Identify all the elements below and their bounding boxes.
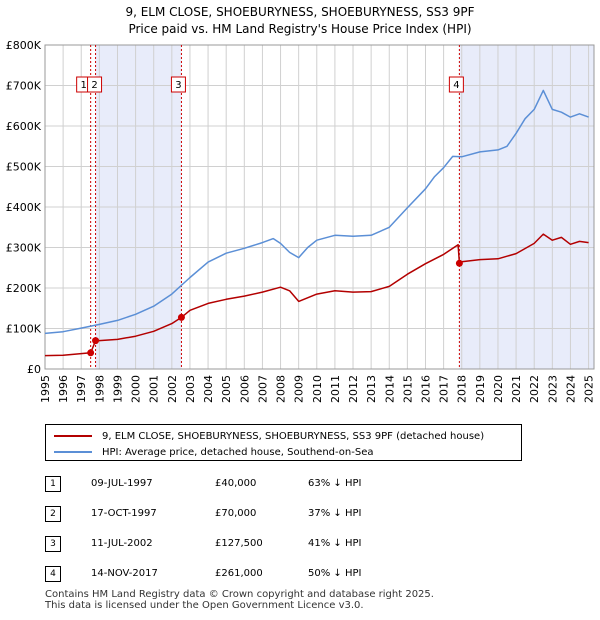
sale-price: £261,000: [215, 568, 263, 579]
y-tick-label: £700K: [6, 80, 42, 93]
sale-date: 14-NOV-2017: [91, 568, 158, 579]
x-tick-label: 2021: [510, 375, 523, 403]
x-tick-label: 2019: [474, 375, 487, 403]
sale-hpi-diff: 63% ↓ HPI: [308, 478, 362, 489]
x-tick-label: 2006: [238, 375, 251, 403]
sale-label-box: [87, 76, 103, 93]
sale-label: 1: [80, 80, 86, 91]
x-tick-label: 2003: [184, 375, 197, 403]
x-tick-label: 2018: [456, 375, 469, 403]
sale-label: 2: [91, 80, 97, 91]
x-tick-label: 2015: [401, 375, 414, 403]
x-tick-label: 1997: [75, 375, 88, 403]
x-tick-label: 2016: [419, 375, 432, 403]
sale-number-badge: 1: [45, 476, 61, 492]
sale-row: 1 09-JUL-1997 £40,000 63% ↓ HPI: [45, 476, 445, 494]
footer-line-2: This data is licensed under the Open Gov…: [45, 600, 364, 611]
title-line-1: 9, ELM CLOSE, SHOEBURYNESS, SHOEBURYNESS…: [125, 5, 475, 19]
sale-label: 3: [175, 80, 181, 91]
sale-number-badge: 3: [45, 536, 61, 552]
x-tick-label: 1999: [111, 375, 124, 403]
chart-legend: 9, ELM CLOSE, SHOEBURYNESS, SHOEBURYNESS…: [45, 424, 522, 461]
x-tick-label: 2002: [166, 375, 179, 403]
sale-price: £127,500: [215, 538, 263, 549]
x-tick-label: 2008: [275, 375, 288, 403]
sale-point: [177, 313, 185, 321]
x-tick-label: 2001: [148, 375, 161, 403]
sale-row: 3 11-JUL-2002 £127,500 41% ↓ HPI: [45, 536, 445, 554]
x-tick-label: 2020: [492, 375, 505, 403]
x-tick-label: 2005: [220, 375, 233, 403]
legend-item-hpi: HPI: Average price, detached house, Sout…: [54, 445, 374, 459]
sale-row: 4 14-NOV-2017 £261,000 50% ↓ HPI: [45, 566, 445, 584]
sale-number-badge: 4: [45, 566, 61, 582]
title-line-2: Price paid vs. HM Land Registry's House …: [128, 22, 472, 36]
x-tick-label: 2004: [202, 375, 215, 403]
footer-line-1: Contains HM Land Registry data © Crown c…: [45, 589, 434, 600]
series-line-hpi: [44, 89, 589, 335]
sale-hpi-diff: 41% ↓ HPI: [308, 538, 362, 549]
sale-date: 09-JUL-1997: [91, 478, 153, 489]
x-tick-label: 2011: [329, 375, 342, 403]
x-tick-label: 2007: [256, 375, 269, 403]
legend-swatch-property: [54, 435, 92, 437]
x-tick-label: 1996: [57, 375, 70, 403]
chart-title: 9, ELM CLOSE, SHOEBURYNESS, SHOEBURYNESS…: [0, 4, 600, 38]
plot-frame: [44, 44, 595, 370]
sale-label: 4: [453, 80, 459, 91]
sale-row: 2 17-OCT-1997 £70,000 37% ↓ HPI: [45, 506, 445, 524]
legend-swatch-hpi: [54, 451, 92, 453]
sale-point: [87, 349, 95, 357]
x-tick-label: 2022: [528, 375, 541, 403]
sale-point: [92, 337, 100, 345]
x-tick-label: 2014: [383, 375, 396, 403]
sale-hpi-diff: 37% ↓ HPI: [308, 508, 362, 519]
sale-point: [455, 259, 463, 267]
legend-item-property: 9, ELM CLOSE, SHOEBURYNESS, SHOEBURYNESS…: [54, 429, 484, 443]
x-tick-label: 2025: [583, 375, 596, 403]
y-tick-label: £800K: [6, 39, 42, 52]
sale-price: £40,000: [215, 478, 257, 489]
sale-date: 17-OCT-1997: [91, 508, 157, 519]
y-tick-label: £600K: [6, 120, 42, 133]
sale-number-badge: 2: [45, 506, 61, 522]
sale-hpi-diff: 50% ↓ HPI: [308, 568, 362, 579]
y-tick-label: £200K: [6, 282, 42, 295]
legend-label-property: 9, ELM CLOSE, SHOEBURYNESS, SHOEBURYNESS…: [102, 430, 485, 442]
sale-label-box: [448, 76, 464, 93]
series-line-property: [44, 233, 589, 357]
sale-date: 11-JUL-2002: [91, 538, 153, 549]
y-tick-label: £0: [27, 363, 41, 376]
y-tick-label: £400K: [6, 201, 42, 214]
x-tick-label: 2023: [546, 375, 559, 403]
x-tick-label: 2000: [130, 375, 143, 403]
x-tick-label: 2012: [347, 375, 360, 403]
x-tick-label: 2010: [311, 375, 324, 403]
y-tick-label: £300K: [6, 242, 42, 255]
x-tick-label: 2009: [293, 375, 306, 403]
y-tick-label: £500K: [6, 161, 42, 174]
y-tick-label: £100K: [6, 323, 42, 336]
x-tick-label: 2024: [564, 375, 577, 403]
x-tick-label: 1995: [39, 375, 52, 403]
footer-attribution: Contains HM Land Registry data © Crown c…: [45, 589, 434, 611]
x-tick-label: 2013: [365, 375, 378, 403]
legend-label-hpi: HPI: Average price, detached house, Sout…: [102, 446, 374, 458]
sale-price: £70,000: [215, 508, 257, 519]
x-tick-label: 2017: [438, 375, 451, 403]
price-chart: £0 £100K £200K £300K £400K £500K £600K £700K £80…: [6, 39, 596, 403]
sale-label-box: [170, 76, 186, 93]
x-tick-label: 1998: [93, 375, 106, 403]
